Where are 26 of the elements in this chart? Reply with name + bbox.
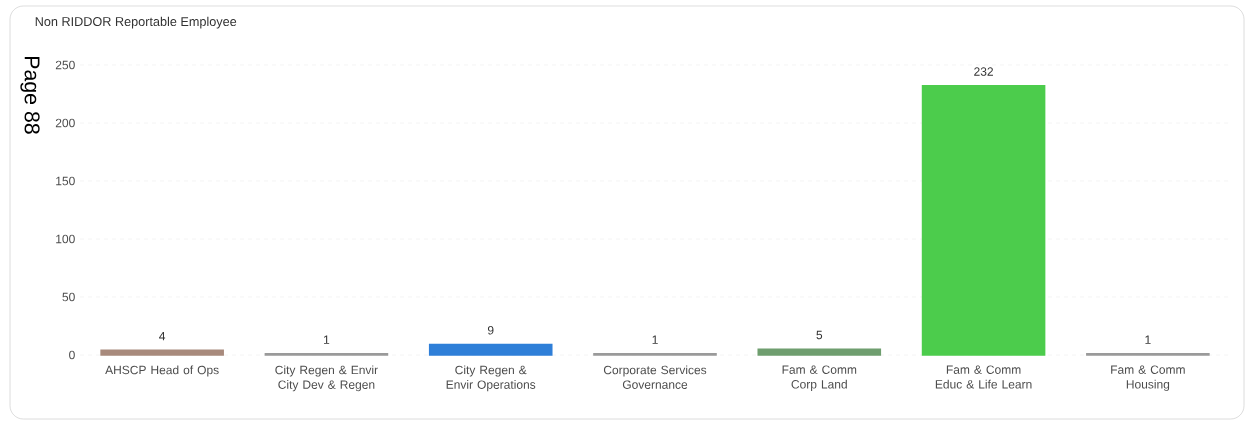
bar <box>428 343 553 356</box>
data-label: 1 <box>324 335 330 344</box>
data-label: 1 <box>1145 335 1151 344</box>
y-tick-label: 250 <box>55 60 75 70</box>
y-tick-label: 150 <box>56 176 75 186</box>
data-label: 232 <box>974 67 993 76</box>
bar <box>921 85 1046 356</box>
x-tick-label: Fam & Comm Corp Land <box>782 365 857 391</box>
data-label: 5 <box>816 330 823 340</box>
y-tick-label: 200 <box>55 118 75 128</box>
bar <box>757 348 882 356</box>
x-tick-label: AHSCP Head of Ops <box>105 365 219 377</box>
text: Page 88 <box>20 57 40 134</box>
data-label: 4 <box>159 332 166 341</box>
y-tick-label: 100 <box>56 234 75 244</box>
x-tick-label: City Regen & Envir Operations <box>446 365 536 392</box>
bar <box>100 349 224 356</box>
y-tick-label: 0 <box>69 350 75 360</box>
data-label: 9 <box>487 326 494 335</box>
data-label: 1 <box>652 335 658 344</box>
x-tick-label: Fam & Comm Housing <box>1111 365 1185 391</box>
x-tick-label: City Regen & Envir City Dev & Regen <box>275 365 378 392</box>
x-tick-label: Fam & Comm Educ & Life Learn <box>935 365 1032 389</box>
y-tick-label: 50 <box>62 292 75 302</box>
x-tick-label: Corporate Services Governance <box>603 365 707 389</box>
chart-title: Non RIDDOR Reportable Employee <box>35 16 237 29</box>
